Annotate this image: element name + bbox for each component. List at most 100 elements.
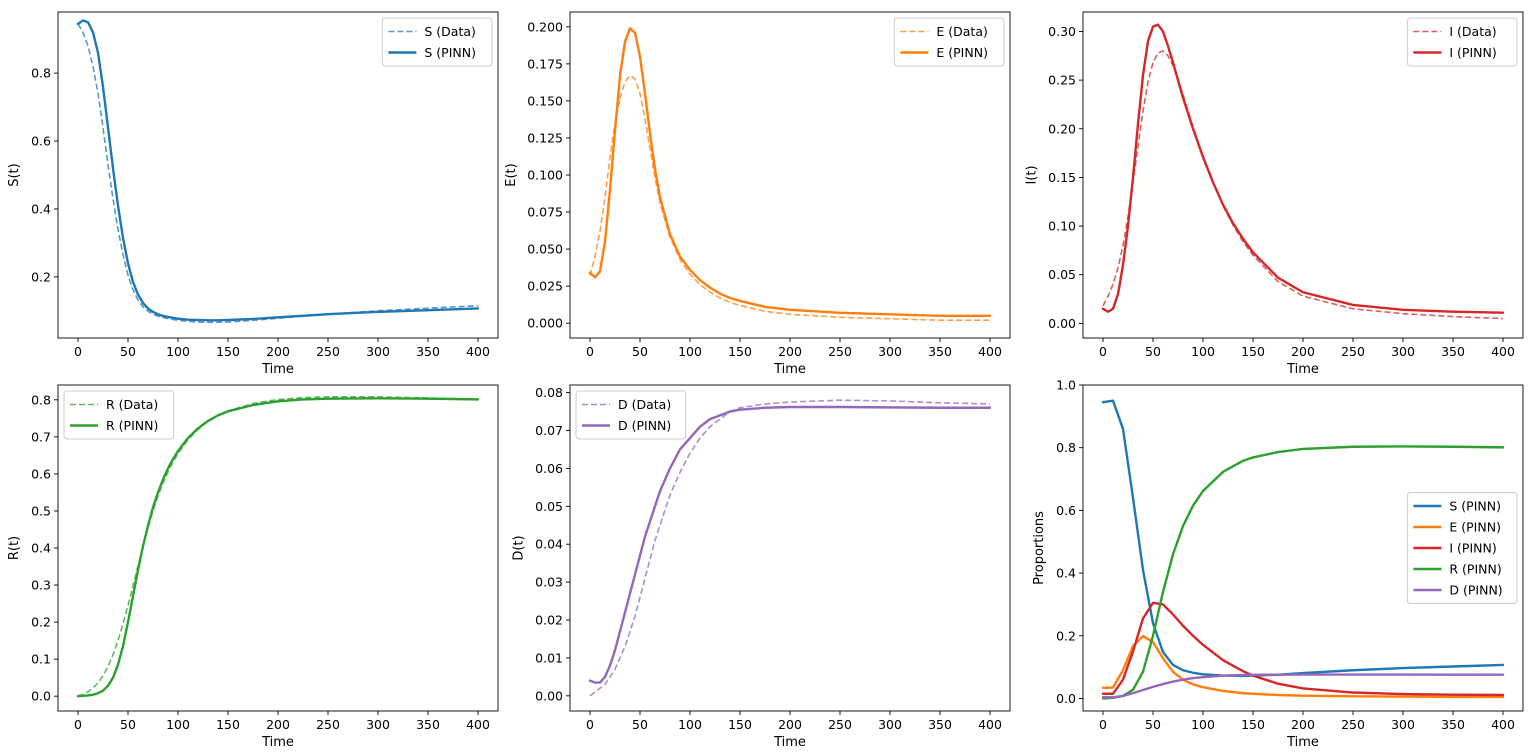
y-tick-label: 0.3 <box>31 578 51 593</box>
x-tick-label: 350 <box>1441 717 1465 732</box>
legend: R (Data) R (PINN) <box>63 390 175 440</box>
y-axis-label: E(t) <box>504 163 519 186</box>
x-tick-label: 300 <box>1391 344 1415 359</box>
x-axis-label: Time <box>773 362 806 377</box>
legend-frame <box>1406 492 1518 604</box>
legend-frame <box>1406 17 1518 67</box>
x-tick-label: 50 <box>1145 344 1161 359</box>
x-tick-label: 300 <box>366 344 390 359</box>
x-tick-label: 100 <box>1191 717 1215 732</box>
x-tick-label: 50 <box>632 717 648 732</box>
panel-s: 0 50 100 150 200 250 300 350 400 0.2 0.4 0.6 0.8 Time… <box>7 11 499 377</box>
series-line-s-pinn <box>1101 399 1505 678</box>
x-tick-label: 400 <box>466 717 490 732</box>
y-tick-label: 0.6 <box>31 466 51 481</box>
series-line-i-pinn <box>1101 23 1505 314</box>
legend-label: R (Data) <box>106 397 158 412</box>
y-tick-label: 0.04 <box>535 537 563 552</box>
x-tick-label: 100 <box>166 344 190 359</box>
series-group <box>588 399 992 697</box>
series-line-i-pinn <box>1101 601 1505 697</box>
legend-frame <box>381 17 493 67</box>
y-axis-label: Proportions <box>1032 511 1047 585</box>
legend-frame <box>575 390 687 440</box>
legend: S (PINN) E (PINN) I (PINN) R (PINN) D (PINN) <box>1406 492 1518 604</box>
legend-frame <box>63 390 175 440</box>
y-tick-label: 0.2 <box>31 615 51 630</box>
x-tick-label: 400 <box>1491 717 1515 732</box>
legend-label: E (PINN) <box>936 45 988 60</box>
series-line-s-data <box>77 23 479 324</box>
legend: I (Data) I (PINN) <box>1406 17 1518 67</box>
y-axis-label: D(t) <box>512 535 527 560</box>
x-tick-label: 100 <box>678 344 702 359</box>
x-tick-label: 100 <box>166 717 190 732</box>
y-tick-label: 0.000 <box>527 316 563 331</box>
y-tick-label: 0.25 <box>1048 73 1076 88</box>
x-tick-label: 250 <box>828 344 852 359</box>
y-tick-label: 0.075 <box>527 205 563 220</box>
y-tick-label: 0.050 <box>527 242 563 257</box>
x-tick-label: 300 <box>366 717 390 732</box>
y-tick-label: 0.2 <box>31 269 51 284</box>
legend-label: S (PINN) <box>424 45 476 60</box>
legend-label: I (PINN) <box>1449 45 1496 60</box>
y-tick-label: 0.03 <box>535 575 563 590</box>
x-tick-label: 0 <box>74 344 82 359</box>
x-tick-label: 0 <box>74 717 82 732</box>
x-tick-label: 150 <box>728 717 752 732</box>
y-tick-label: 0.8 <box>1056 440 1076 455</box>
y-tick-label: 0.5 <box>31 503 51 518</box>
legend-label: I (PINN) <box>1449 541 1496 556</box>
legend-label: R (PINN) <box>106 418 158 433</box>
y-tick-label: 0.1 <box>31 652 51 667</box>
series-line-e-data <box>589 74 990 322</box>
y-tick-label: 0.200 <box>527 19 563 34</box>
y-tick-label: 0.4 <box>31 201 51 216</box>
x-tick-label: 0 <box>586 717 594 732</box>
x-axis-label: Time <box>1286 735 1319 750</box>
legend: E (Data) E (PINN) <box>893 17 1005 67</box>
x-tick-label: 350 <box>928 344 952 359</box>
y-tick-label: 0.175 <box>527 56 563 71</box>
x-axis-label: Time <box>261 735 294 750</box>
series-line-r-pinn <box>1101 445 1505 700</box>
x-axis-label: Time <box>261 362 294 377</box>
x-tick-label: 250 <box>1341 717 1365 732</box>
series-line-d-pinn <box>588 405 992 684</box>
x-tick-label: 150 <box>1241 717 1265 732</box>
series-line-r-pinn <box>76 397 480 698</box>
y-tick-label: 0.4 <box>1056 566 1076 581</box>
x-tick-label: 400 <box>466 344 490 359</box>
y-tick-label: 0.0 <box>31 689 51 704</box>
legend-label: S (Data) <box>424 24 476 39</box>
x-tick-label: 250 <box>1341 344 1365 359</box>
legend-label: R (PINN) <box>1449 562 1501 577</box>
y-axis-label: I(t) <box>1025 165 1040 184</box>
x-tick-label: 150 <box>1241 344 1265 359</box>
y-tick-label: 0.100 <box>527 168 563 183</box>
y-tick-label: 0.125 <box>527 130 563 145</box>
y-tick-label: 0.02 <box>535 613 563 628</box>
x-tick-label: 200 <box>266 344 290 359</box>
series-line-s-pinn <box>76 19 480 322</box>
legend-label: E (PINN) <box>1449 520 1501 535</box>
x-tick-label: 150 <box>728 344 752 359</box>
y-tick-label: 0.05 <box>535 499 563 514</box>
x-tick-label: 200 <box>778 717 802 732</box>
legend: D (Data) D (PINN) <box>575 390 687 440</box>
series-group <box>588 27 992 322</box>
y-tick-label: 0.00 <box>535 688 563 703</box>
x-tick-label: 250 <box>828 717 852 732</box>
x-tick-label: 100 <box>1191 344 1215 359</box>
x-tick-label: 50 <box>120 344 136 359</box>
series-line-d-pinn <box>1101 673 1505 699</box>
x-tick-label: 50 <box>632 344 648 359</box>
x-tick-label: 400 <box>1491 344 1515 359</box>
y-tick-label: 0.6 <box>31 134 51 149</box>
series-group <box>76 19 480 324</box>
y-tick-label: 0.0 <box>1056 691 1076 706</box>
y-tick-label: 0.2 <box>1056 628 1076 643</box>
legend-label: D (PINN) <box>618 418 671 433</box>
panel-i: 0 50 100 150 200 250 300 350 400 0.00 0.05 0.10 0.15… <box>1025 11 1524 377</box>
